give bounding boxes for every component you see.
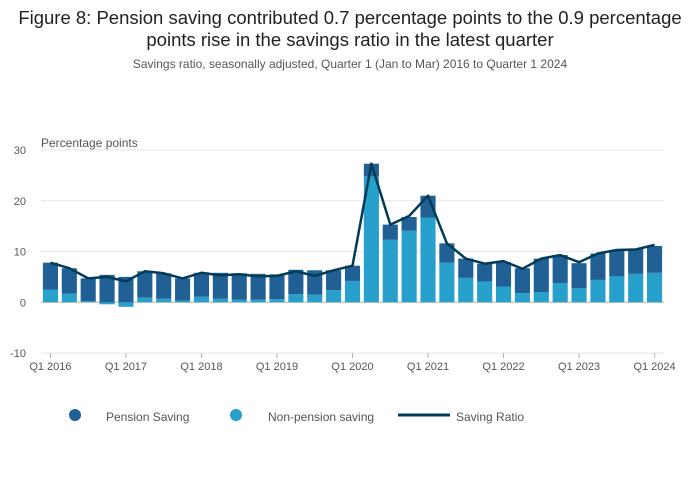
bar-non-pension-saving <box>231 299 247 303</box>
bar-pension-saving <box>590 253 606 280</box>
y-tick-label: -10 <box>10 348 26 360</box>
bar-non-pension-saving <box>118 302 134 307</box>
bar-pension-saving <box>250 273 266 300</box>
bar-pension-saving <box>495 262 512 287</box>
bar-non-pension-saving <box>495 286 512 303</box>
x-tick-label: Q1 2020 <box>331 361 373 373</box>
bar-non-pension-saving <box>514 293 530 303</box>
bar-pension-saving <box>137 271 153 298</box>
x-tick-label: Q1 2024 <box>633 361 675 373</box>
bar-non-pension-saving <box>552 282 568 303</box>
bar-non-pension-saving <box>382 239 398 303</box>
bar-pension-saving <box>514 268 530 294</box>
bar-pension-saving <box>458 258 474 278</box>
bar-non-pension-saving <box>326 290 342 303</box>
x-tick-labels: Q1 2016 Q1 2017 Q1 2018 Q1 2019 Q1 2020 Q1 20… <box>29 353 676 373</box>
legend-label-saving-ratio: Saving Ratio <box>456 410 524 424</box>
chart-title: Figure 8: Pension saving contributed 0.7… <box>18 7 682 50</box>
bar-pension-saving <box>552 255 568 283</box>
bar-pension-saving <box>477 263 493 282</box>
bar-non-pension-saving <box>61 293 77 303</box>
bar-non-pension-saving <box>288 294 304 303</box>
bar-non-pension-saving <box>307 294 323 303</box>
bar-non-pension-saving <box>80 301 96 303</box>
legend-marker-non-pension-saving <box>230 409 242 421</box>
x-tick-label: Q1 2018 <box>180 361 222 373</box>
bar-pension-saving <box>156 273 172 299</box>
bar-pension-saving <box>307 270 323 295</box>
x-tick-label: Q1 2019 <box>256 361 298 373</box>
x-tick-label: Q1 2021 <box>407 361 449 373</box>
bar-pension-saving <box>175 278 191 301</box>
bar-pension-saving <box>212 272 228 299</box>
bar-pension-saving <box>382 224 398 240</box>
bar-pension-saving <box>269 274 285 300</box>
bar-pension-saving <box>80 278 96 302</box>
chart-subtitle: Savings ratio, seasonally adjusted, Quar… <box>132 57 568 71</box>
bar-non-pension-saving <box>42 289 58 303</box>
bar-non-pension-saving <box>477 281 493 303</box>
legend: Pension Saving Non-pension saving Saving… <box>69 409 524 424</box>
gridlines <box>41 149 664 354</box>
bar-pension-saving <box>288 269 304 295</box>
x-tick-label: Q1 2023 <box>558 361 600 373</box>
bar-non-pension-saving <box>344 280 361 303</box>
bar-pension-saving <box>647 245 663 273</box>
bars <box>42 163 663 307</box>
y-axis-label: Percentage points <box>41 136 138 150</box>
y-tick-labels: 30 20 10 0 -10 <box>10 145 26 360</box>
bar-non-pension-saving <box>533 292 549 303</box>
bar-non-pension-saving <box>363 176 379 303</box>
bar-non-pension-saving <box>590 279 606 303</box>
bar-pension-saving <box>571 263 587 289</box>
x-tick-label: Q1 2016 <box>29 361 71 373</box>
bar-non-pension-saving <box>439 262 455 303</box>
bar-pension-saving <box>628 248 644 274</box>
bar-non-pension-saving <box>137 297 153 303</box>
bar-pension-saving <box>99 274 115 303</box>
bar-pension-saving <box>609 249 625 277</box>
bar-non-pension-saving <box>156 298 172 303</box>
saving-ratio-line <box>50 162 655 283</box>
bar-non-pension-saving <box>212 298 228 303</box>
bar-pension-saving <box>326 270 342 291</box>
bar-non-pension-saving <box>401 230 417 303</box>
bar-non-pension-saving <box>571 288 587 303</box>
bar-pension-saving <box>231 273 247 300</box>
y-tick-label: 0 <box>20 297 26 309</box>
bar-pension-saving <box>193 272 210 297</box>
bar-pension-saving <box>533 258 549 293</box>
bar-pension-saving <box>439 243 455 263</box>
y-tick-label: 20 <box>14 196 26 208</box>
x-tick-label: Q1 2022 <box>482 361 524 373</box>
bar-pension-saving <box>344 265 361 281</box>
y-tick-label: 10 <box>14 247 26 259</box>
bar-non-pension-saving <box>99 302 115 305</box>
bar-non-pension-saving <box>420 217 436 303</box>
bar-non-pension-saving <box>269 299 285 303</box>
bar-non-pension-saving <box>609 276 625 303</box>
bar-non-pension-saving <box>628 273 644 303</box>
saving-ratio-line-group <box>50 162 655 283</box>
x-tick-label: Q1 2017 <box>105 361 147 373</box>
legend-label-non-pension-saving: Non-pension saving <box>268 410 374 424</box>
bar-non-pension-saving <box>647 272 663 303</box>
y-tick-label: 30 <box>14 145 26 157</box>
bar-non-pension-saving <box>175 300 191 303</box>
legend-label-pension-saving: Pension Saving <box>106 410 189 424</box>
bar-non-pension-saving <box>193 296 210 303</box>
bar-pension-saving <box>61 268 77 294</box>
bar-non-pension-saving <box>458 277 474 303</box>
bar-pension-saving <box>118 276 134 303</box>
bar-non-pension-saving <box>250 299 266 303</box>
bar-pension-saving <box>401 216 417 231</box>
bar-pension-saving <box>42 262 58 290</box>
legend-marker-pension-saving <box>69 409 81 421</box>
